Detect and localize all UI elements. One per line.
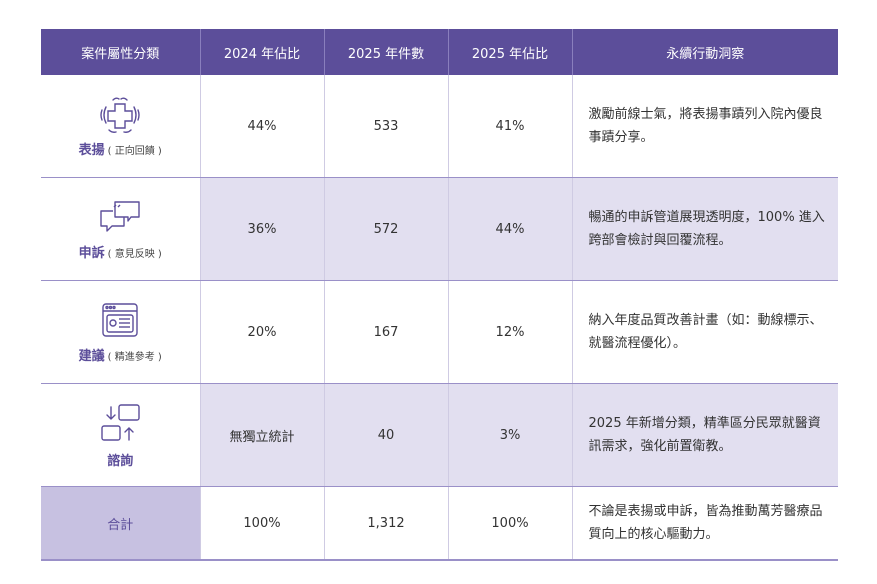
category-cell: 諮詢 (41, 383, 201, 487)
table-row-suggestion: 建議( 精進參考 ) 20% 167 12% 納入年度品質改善計畫（如：動線標示… (41, 280, 838, 384)
total-insight-cell: 不論是表揚或申訴，皆為推動萬芳醫療品質向上的核心驅動力。 (572, 486, 838, 561)
insight-cell: 激勵前線士氣，將表揚事蹟列入院內優良事蹟分享。 (572, 75, 838, 178)
header-category: 案件屬性分類 (41, 29, 201, 75)
category-sublabel: ( 意見反映 ) (107, 248, 162, 260)
count-2025-cell: 40 (324, 383, 449, 487)
insight-cell: 2025 年新增分類，精準區分民眾就醫資訊需求，強化前置衛教。 (572, 383, 838, 487)
count-2025-cell: 572 (324, 177, 449, 281)
category-label: 諮詢 (107, 453, 134, 469)
case-category-table: 案件屬性分類 2024 年佔比 2025 年件數 2025 年佔比 永續行動洞察 (41, 29, 838, 561)
insight-cell: 暢通的申訴管道展現透明度，100% 進入跨部會檢討與回覆流程。 (572, 177, 838, 281)
category-cell: 表揚( 正向回饋 ) (41, 75, 201, 178)
pct-2024-cell: 無獨立統計 (200, 383, 325, 487)
category-label: 表揚 (78, 142, 105, 158)
category-sublabel: ( 精進參考 ) (107, 351, 162, 363)
count-2025-cell: 167 (324, 280, 449, 384)
pct-2025-cell: 12% (448, 280, 573, 384)
pct-2024-cell: 20% (200, 280, 325, 384)
chat-bubbles-icon (100, 200, 140, 232)
total-pct-2025-cell: 100% (448, 486, 573, 561)
table-row-praise: 表揚( 正向回饋 ) 44% 533 41% 激勵前線士氣，將表揚事蹟列入院內優… (41, 75, 838, 178)
insight-cell: 納入年度品質改善計畫（如：動線標示、就醫流程優化）。 (572, 280, 838, 384)
table-row-inquiry: 諮詢 無獨立統計 40 3% 2025 年新增分類，精準區分民眾就醫資訊需求，強… (41, 383, 838, 487)
category-label: 申訴 (78, 245, 105, 261)
category-cell: 建議( 精進參考 ) (41, 280, 201, 384)
category-label: 建議 (78, 348, 105, 364)
count-2025-cell: 533 (324, 75, 449, 178)
conversation-exchange-icon (101, 403, 140, 441)
total-pct-2024-cell: 100% (200, 486, 325, 561)
pct-2025-cell: 41% (448, 75, 573, 178)
pct-2024-cell: 36% (200, 177, 325, 281)
header-pct-2024: 2024 年佔比 (200, 29, 325, 75)
table-row-total: 合計 100% 1,312 100% 不論是表揚或申訴，皆為推動萬芳醫療品質向上… (41, 486, 838, 561)
table-row-complaint: 申訴( 意見反映 ) 36% 572 44% 暢通的申訴管道展現透明度，100%… (41, 177, 838, 281)
category-sublabel: ( 正向回饋 ) (107, 145, 162, 157)
pct-2025-cell: 44% (448, 177, 573, 281)
header-pct-2025: 2025 年佔比 (448, 29, 573, 75)
total-label-cell: 合計 (41, 486, 201, 561)
total-count-2025-cell: 1,312 (324, 486, 449, 561)
award-cross-icon (100, 97, 140, 133)
category-cell: 申訴( 意見反映 ) (41, 177, 201, 281)
total-label: 合計 (107, 517, 134, 533)
header-insight: 永續行動洞察 (572, 29, 838, 75)
pct-2024-cell: 44% (200, 75, 325, 178)
header-row: 案件屬性分類 2024 年佔比 2025 年件數 2025 年佔比 永續行動洞察 (41, 29, 838, 75)
web-form-icon (102, 302, 138, 337)
pct-2025-cell: 3% (448, 383, 573, 487)
header-count-2025: 2025 年件數 (324, 29, 449, 75)
